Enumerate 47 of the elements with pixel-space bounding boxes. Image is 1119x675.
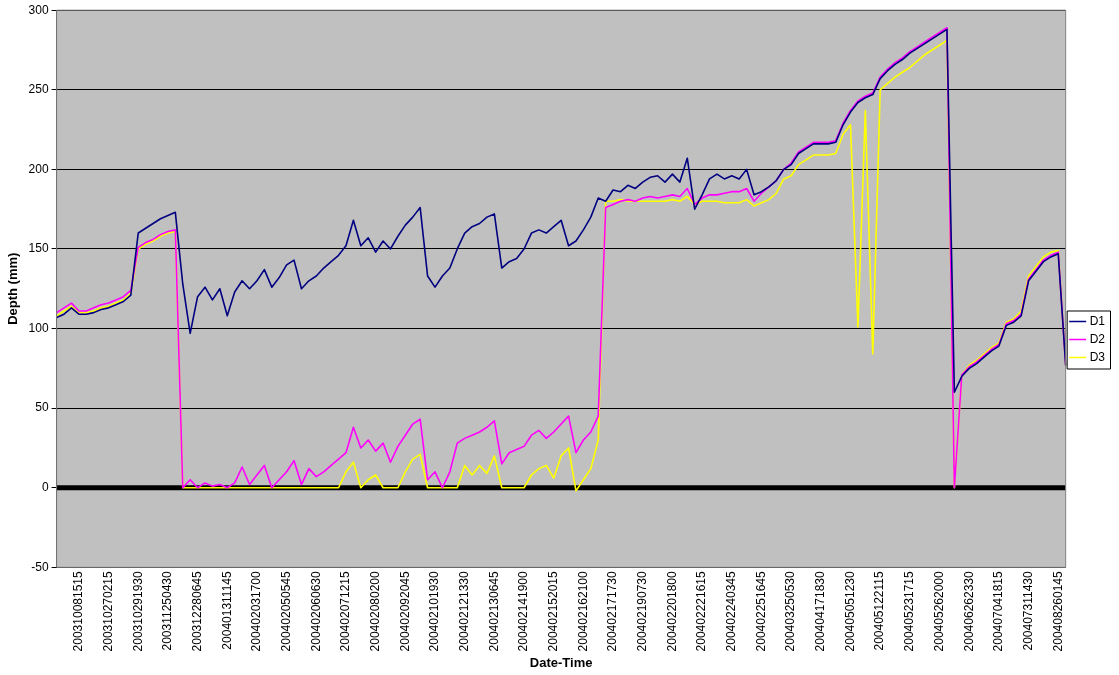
x-tick-label: 200402101930 (427, 571, 442, 652)
x-tick-label: 200402060630 (308, 571, 323, 652)
legend-label: D3 (1089, 349, 1106, 364)
x-tick-label: 200402121330 (457, 571, 471, 652)
x-tick-label: 200405262000 (931, 571, 946, 652)
x-tick-label: 200402050545 (278, 571, 293, 652)
legend-label: D2 (1089, 331, 1106, 346)
x-tick-label: 200310291930 (130, 571, 145, 652)
y-tick-label: 0 (41, 480, 49, 495)
x-tick-label: 200402130645 (486, 571, 501, 652)
y-tick-label: -50 (31, 559, 49, 574)
x-tick-label: 200402152015 (546, 571, 561, 652)
y-tick-label: 200 (28, 161, 49, 176)
x-axis-title: Date-Time (529, 654, 593, 670)
x-tick-label: 200408260145 (1050, 571, 1065, 652)
x-tick-label: 200402251645 (753, 571, 768, 652)
x-tick-label: 200402171730 (605, 571, 620, 652)
x-tick-label: 200310270215 (100, 571, 115, 652)
x-tick-label: 200405051230 (842, 571, 857, 652)
x-tick-label: 200401311145 (219, 571, 234, 650)
x-tick-label: 200402240345 (724, 571, 739, 652)
x-tick-label: 200405122115 (872, 571, 887, 651)
y-tick-label: 250 (28, 82, 49, 97)
y-tick-label: 300 (28, 2, 49, 17)
x-tick-label: 200404171830 (813, 571, 828, 652)
y-tick-label: 150 (28, 241, 49, 256)
x-tick-label: 200402071215 (338, 571, 353, 652)
x-tick-label: 200402092045 (397, 571, 412, 652)
x-tick-label: 200406262330 (961, 571, 976, 652)
x-tick-label: 200402221615 (694, 571, 709, 652)
y-tick-label: 100 (28, 320, 49, 335)
x-tick-label: 200402031700 (249, 571, 264, 652)
x-tick-label: 200311250430 (160, 571, 175, 651)
y-tick-label: 50 (35, 400, 49, 415)
x-tick-label: 200402162100 (575, 571, 590, 652)
x-tick-label: 200407041815 (991, 571, 1006, 652)
y-axis-title: Depth (mm) (5, 252, 21, 325)
x-tick-label: 200310081515 (71, 571, 86, 652)
x-tick-label: 200405231715 (902, 571, 917, 652)
x-tick-label: 200402190730 (635, 571, 650, 652)
x-tick-label: 200403250530 (783, 571, 798, 652)
legend-label: D1 (1089, 313, 1106, 328)
x-tick-label: 200402141900 (516, 571, 531, 652)
x-tick-label: 200402201800 (664, 571, 679, 652)
x-tick-label: 200312280645 (189, 571, 204, 652)
x-tick-label: 200407311430 (1020, 571, 1035, 651)
x-tick-label: 200402080200 (367, 571, 382, 652)
